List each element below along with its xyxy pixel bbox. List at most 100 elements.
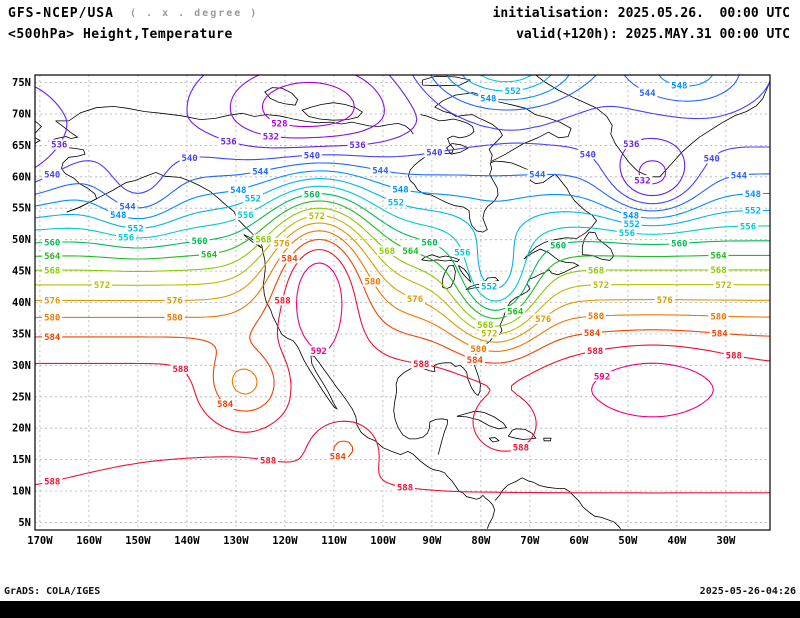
svg-text:536: 536 <box>623 140 639 150</box>
grads-credit: GrADS: COLA/IGES <box>4 586 101 597</box>
model-title: GFS-NCEP/USA <box>8 6 114 21</box>
axis-labels: 170W 160W 150W 140W 130W 120W 110W 100W 90W 80W 70… <box>12 77 736 547</box>
svg-text:588: 588 <box>413 360 429 370</box>
svg-text:584: 584 <box>281 255 298 265</box>
svg-text:568: 568 <box>710 266 726 276</box>
contour-layer <box>35 75 770 494</box>
svg-text:572: 572 <box>715 281 731 291</box>
svg-text:560: 560 <box>671 240 687 250</box>
y-tick-label: 25N <box>12 391 31 403</box>
svg-text:560: 560 <box>304 190 320 200</box>
svg-text:580: 580 <box>364 278 380 288</box>
svg-text:568: 568 <box>588 266 604 276</box>
svg-text:584: 584 <box>711 329 728 339</box>
svg-text:588: 588 <box>397 483 413 493</box>
svg-text:528: 528 <box>271 120 287 130</box>
svg-text:540: 540 <box>181 154 197 164</box>
x-tick-label: 100W <box>370 535 396 547</box>
svg-text:556: 556 <box>740 222 756 232</box>
x-tick-label: 120W <box>272 535 298 547</box>
svg-text:552: 552 <box>745 207 761 217</box>
x-tick-label: 170W <box>27 535 53 547</box>
svg-text:588: 588 <box>513 444 529 454</box>
svg-text:540: 540 <box>426 149 442 159</box>
svg-text:540: 540 <box>304 151 320 161</box>
y-tick-label: 40N <box>12 297 31 309</box>
svg-text:564: 564 <box>201 250 218 260</box>
y-tick-label: 70N <box>12 109 31 121</box>
svg-text:544: 544 <box>372 167 389 177</box>
svg-text:592: 592 <box>594 372 610 382</box>
y-tick-label: 65N <box>12 140 31 152</box>
x-tick-label: 110W <box>321 535 347 547</box>
x-tick-label: 140W <box>174 535 200 547</box>
svg-text:548: 548 <box>110 211 126 221</box>
svg-text:588: 588 <box>274 297 290 307</box>
svg-text:552: 552 <box>624 220 640 230</box>
svg-text:532: 532 <box>634 176 650 186</box>
svg-text:576: 576 <box>657 296 673 306</box>
svg-text:544: 544 <box>119 203 136 213</box>
svg-text:548: 548 <box>745 190 761 200</box>
svg-text:564: 564 <box>44 252 61 262</box>
svg-text:556: 556 <box>619 229 635 239</box>
svg-text:580: 580 <box>470 345 486 355</box>
svg-text:584: 584 <box>330 453 347 463</box>
y-tick-label: 50N <box>12 234 31 246</box>
svg-text:556: 556 <box>118 233 134 243</box>
svg-text:580: 580 <box>44 314 60 324</box>
svg-text:556: 556 <box>454 248 470 258</box>
svg-text:588: 588 <box>260 457 276 467</box>
x-tick-label: 150W <box>125 535 151 547</box>
svg-text:540: 540 <box>44 171 60 181</box>
y-tick-label: 20N <box>12 423 31 435</box>
svg-text:576: 576 <box>407 295 423 305</box>
svg-text:544: 544 <box>731 172 748 182</box>
svg-text:552: 552 <box>481 282 497 292</box>
svg-text:584: 584 <box>467 356 484 366</box>
y-tick-label: 60N <box>12 171 31 183</box>
map-frame <box>34 74 771 531</box>
page-title: <500hPa> Height,Temperature <box>8 27 233 42</box>
svg-text:572: 572 <box>481 330 497 340</box>
y-tick-label: 15N <box>12 454 31 466</box>
y-tick-label: 10N <box>12 486 31 498</box>
y-tick-label: 5N <box>18 517 31 529</box>
svg-text:548: 548 <box>392 185 408 195</box>
svg-text:572: 572 <box>309 212 325 222</box>
svg-text:532: 532 <box>263 132 279 142</box>
svg-text:556: 556 <box>237 211 253 221</box>
svg-text:544: 544 <box>252 167 269 177</box>
svg-text:588: 588 <box>44 478 60 488</box>
x-tick-label: 40W <box>667 535 687 547</box>
svg-text:568: 568 <box>477 321 493 331</box>
svg-text:576: 576 <box>44 297 60 307</box>
svg-text:548: 548 <box>671 82 687 92</box>
svg-text:552: 552 <box>127 224 143 234</box>
y-tick-label: 30N <box>12 360 31 372</box>
svg-text:568: 568 <box>255 236 271 246</box>
svg-text:572: 572 <box>94 281 110 291</box>
svg-text:580: 580 <box>588 312 604 322</box>
svg-text:540: 540 <box>704 155 720 165</box>
x-tick-label: 160W <box>76 535 102 547</box>
svg-text:576: 576 <box>167 297 183 307</box>
creation-timestamp: 2025-05-26-04:26 <box>699 586 796 597</box>
svg-text:584: 584 <box>44 333 61 343</box>
svg-text:564: 564 <box>402 247 419 257</box>
svg-text:564: 564 <box>507 307 524 317</box>
x-tick-label: 80W <box>471 535 491 547</box>
svg-text:560: 560 <box>44 238 60 248</box>
x-tick-label: 90W <box>422 535 442 547</box>
x-tick-label: 130W <box>223 535 249 547</box>
svg-text:544: 544 <box>639 89 656 99</box>
valid-time-label: valid(+120h): 2025.MAY.31 00:00 UTC <box>516 27 790 42</box>
svg-text:588: 588 <box>587 347 603 357</box>
svg-text:548: 548 <box>480 94 496 104</box>
svg-text:576: 576 <box>274 239 290 249</box>
svg-text:588: 588 <box>726 352 742 362</box>
svg-text:548: 548 <box>623 212 639 222</box>
svg-text:572: 572 <box>593 281 609 291</box>
